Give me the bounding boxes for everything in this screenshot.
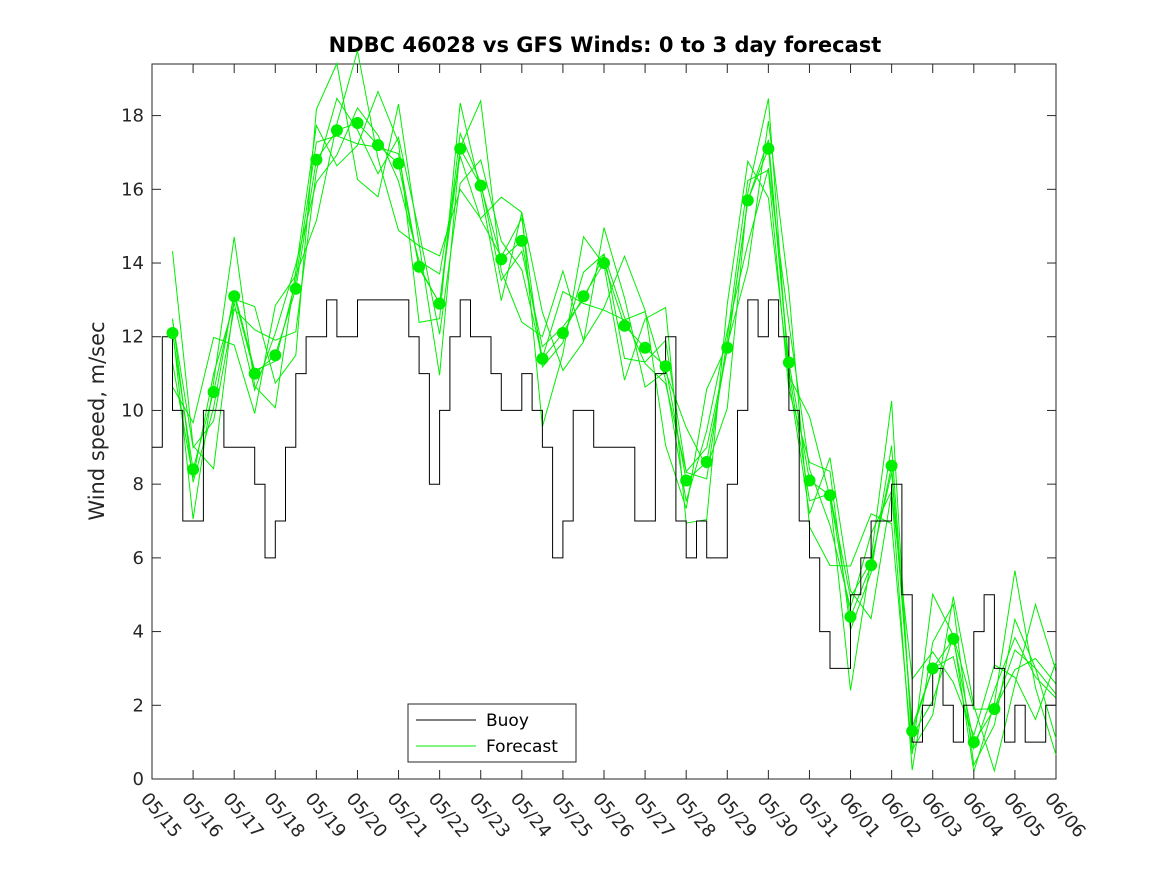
- y-tick-label: 18: [121, 106, 144, 127]
- forecast-marker: [577, 290, 590, 303]
- y-tick-label: 12: [121, 327, 144, 348]
- forecast-marker: [885, 459, 898, 472]
- forecast-line-5: [172, 50, 1057, 773]
- forecast-marker: [495, 253, 508, 266]
- forecast-marker: [680, 474, 693, 487]
- forecast-marker: [372, 139, 384, 152]
- y-tick-label: 2: [133, 695, 144, 716]
- forecast-marker: [762, 142, 775, 155]
- forecast-marker: [228, 290, 241, 303]
- y-tick-label: 10: [121, 400, 144, 421]
- forecast-marker: [474, 179, 487, 192]
- y-tick-label: 0: [133, 769, 144, 790]
- y-tick-label: 6: [133, 548, 144, 569]
- forecast-marker: [310, 153, 323, 166]
- forecast-marker: [824, 489, 836, 502]
- buoy-line: [152, 299, 1057, 743]
- forecast-marker: [536, 352, 549, 365]
- forecast-marker: [803, 474, 816, 487]
- legend: Buoy Forecast: [407, 703, 577, 763]
- y-axis-label: Wind speed, m/sec: [85, 321, 109, 520]
- y-tick-label: 14: [121, 253, 144, 274]
- forecast-marker: [330, 124, 343, 137]
- legend-box: [407, 703, 577, 763]
- series-layer: [152, 50, 1057, 773]
- forecast-marker: [639, 341, 652, 354]
- legend-forecast-label: Forecast: [486, 737, 558, 757]
- legend-buoy-label: Buoy: [486, 711, 529, 731]
- forecast-marker: [618, 319, 631, 332]
- forecast-marker: [741, 194, 754, 207]
- forecast-marker: [289, 282, 302, 295]
- forecast-marker: [721, 341, 734, 354]
- forecast-marker: [556, 327, 569, 339]
- forecast-line-4: [172, 90, 1057, 737]
- forecast-marker: [187, 463, 200, 476]
- forecast-marker: [166, 327, 179, 339]
- forecast-marker: [988, 703, 1001, 715]
- forecast-marker: [598, 257, 610, 269]
- forecast-marker: [947, 632, 960, 645]
- forecast-marker: [967, 736, 980, 749]
- forecast-marker: [844, 610, 857, 623]
- forecast-marker: [926, 662, 939, 675]
- forecast-marker: [659, 360, 672, 373]
- forecast-marker: [782, 356, 795, 369]
- forecast-marker: [351, 117, 364, 129]
- forecast-marker: [248, 367, 261, 380]
- y-tick-label: 4: [133, 622, 144, 643]
- forecast-marker: [865, 559, 878, 572]
- forecast-marker: [515, 234, 528, 247]
- forecast-marker: [413, 260, 426, 273]
- forecast-marker: [269, 349, 282, 362]
- forecast-marker: [454, 142, 467, 155]
- forecast-marker: [433, 297, 446, 310]
- forecast-marker: [700, 456, 713, 468]
- plot-area: [151, 63, 1057, 780]
- y-tick-label: 16: [121, 179, 144, 200]
- chart-title: NDBC 46028 vs GFS Winds: 0 to 3 day fore…: [329, 33, 882, 57]
- y-tick-label: 8: [133, 474, 144, 495]
- forecast-marker: [906, 725, 919, 738]
- forecast-marker: [207, 386, 220, 398]
- forecast-marker: [392, 157, 405, 170]
- forecast-line-6: [172, 61, 1057, 772]
